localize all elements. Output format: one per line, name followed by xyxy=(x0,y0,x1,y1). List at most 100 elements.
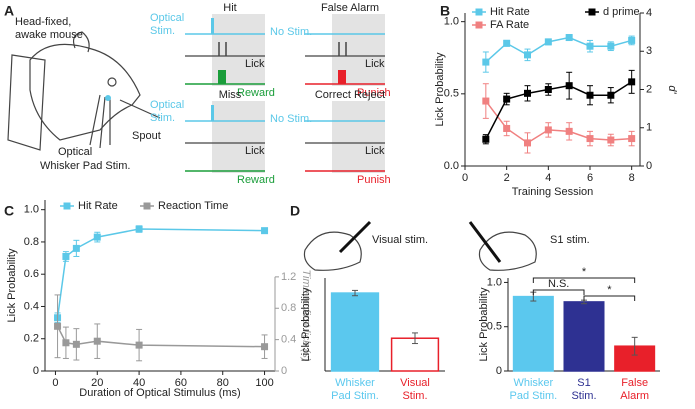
mouse-ear xyxy=(72,31,90,53)
panel-label: B xyxy=(440,3,450,19)
lick-label: Lick xyxy=(365,58,385,70)
stim-label: Optical Stim. xyxy=(150,99,184,124)
marker xyxy=(565,34,573,42)
trial-title: False Alarm xyxy=(321,2,379,14)
stim-label: Whisker Pad Stim. xyxy=(40,160,130,172)
trial-title: Correct Reject xyxy=(315,89,385,101)
legend-marker xyxy=(475,8,483,16)
trial-title: Hit xyxy=(223,2,236,14)
stim-label: Optical Stim. xyxy=(150,12,184,37)
x-tick-label: 4 xyxy=(545,172,551,184)
y-tick-label: 1.0 xyxy=(444,16,459,28)
spout-label: Spout xyxy=(132,130,161,142)
legend-marker xyxy=(475,21,483,29)
series-line xyxy=(56,325,265,348)
y-tick-label: 0.8 xyxy=(24,236,39,248)
marker xyxy=(482,97,490,105)
lick-label: Lick xyxy=(365,145,385,157)
panel-label: D xyxy=(290,203,300,219)
outcome-event xyxy=(338,70,346,84)
lick-label: Lick xyxy=(245,58,265,70)
outcome-label: Reward xyxy=(237,174,275,186)
response-window xyxy=(212,101,265,173)
y2-tick-label: 0.8 xyxy=(281,302,296,314)
legend-label: FA Rate xyxy=(490,19,529,31)
y2-tick-label: 4 xyxy=(646,7,652,19)
legend-marker xyxy=(63,202,71,210)
mouse-head xyxy=(29,43,141,141)
y-tick-label: 0.5 xyxy=(487,321,502,333)
spout xyxy=(119,99,161,119)
marker xyxy=(261,343,269,351)
y2-tick-label: 3 xyxy=(646,45,652,57)
stim-label: No Stim. xyxy=(270,113,312,125)
marker xyxy=(482,58,490,66)
marker xyxy=(524,139,531,147)
y-tick-label: 1.0 xyxy=(24,204,39,216)
y2-tick-label: 1 xyxy=(646,122,652,134)
marker xyxy=(524,89,531,97)
marker xyxy=(503,39,511,47)
y-tick-label: 0.5 xyxy=(444,88,459,100)
sig-bracket xyxy=(532,277,636,283)
x-tick-label: 100 xyxy=(255,377,273,389)
x-tick-label: 0 xyxy=(52,377,58,389)
y2-axis-label: Time to first lick (s) xyxy=(300,269,312,362)
mouse-head xyxy=(303,231,362,271)
y-axis-label: Lick Probability xyxy=(478,287,490,361)
marker xyxy=(607,91,615,99)
x-tick-label: 0 xyxy=(462,172,468,184)
bar xyxy=(563,301,605,372)
marker xyxy=(586,42,594,50)
stim-pulse xyxy=(211,105,214,121)
x-axis-label: Duration of Optical Stimulus (ms) xyxy=(79,387,240,399)
outcome-label: Reward xyxy=(237,87,275,99)
marker xyxy=(503,95,511,103)
marker xyxy=(628,78,636,86)
x-tick-label: Whisker Pad Stim. xyxy=(509,377,557,402)
marker xyxy=(607,42,615,50)
marker xyxy=(135,341,143,349)
x-tick-label: Whisker Pad Stim. xyxy=(331,377,379,402)
marker xyxy=(135,225,143,233)
x-tick-label: 20 xyxy=(91,377,103,389)
y2-axis-label: d' xyxy=(666,85,678,94)
mouse-title: awake mouse xyxy=(15,29,83,41)
marker xyxy=(524,51,531,59)
y-tick-label: 0.6 xyxy=(24,268,39,280)
marker xyxy=(54,322,62,330)
y-axis-label: Lick Probability xyxy=(300,287,312,361)
series-line xyxy=(56,228,265,318)
bar xyxy=(512,295,554,372)
legend-marker xyxy=(588,8,596,16)
x-tick-label: 6 xyxy=(587,172,593,184)
lick-label: Lick xyxy=(245,145,265,157)
marker xyxy=(586,91,594,99)
x-tick-label: 60 xyxy=(175,377,187,389)
marker xyxy=(628,135,636,143)
x-axis-label: Training Session xyxy=(512,186,594,198)
d-label: Visual stim. xyxy=(372,234,428,246)
mouse-title: Head-fixed, xyxy=(15,16,71,28)
marker xyxy=(93,233,101,241)
outcome-event xyxy=(218,70,226,84)
panel-a-mouse xyxy=(7,31,161,151)
marker xyxy=(72,244,80,252)
trial-title: Miss xyxy=(219,89,242,101)
marker xyxy=(544,86,552,93)
outcome-label: Punish xyxy=(357,87,391,99)
y-tick-label: 0 xyxy=(33,365,39,377)
sig-bracket xyxy=(532,289,585,295)
y-tick-label: 0.0 xyxy=(444,160,459,172)
y2-tick-label: 0 xyxy=(646,160,652,172)
x-tick-label: 2 xyxy=(504,172,510,184)
d-label: S1 stim. xyxy=(550,234,590,246)
y-tick-label: 0.4 xyxy=(24,300,39,312)
stim-label: Optical xyxy=(58,146,92,158)
stim-pulse xyxy=(211,18,214,34)
x-tick-label: 40 xyxy=(133,377,145,389)
panel-d-mice xyxy=(303,220,537,271)
sig-bracket xyxy=(583,295,636,301)
y-tick-label: 0 xyxy=(496,365,502,377)
x-tick-label: 80 xyxy=(217,377,229,389)
